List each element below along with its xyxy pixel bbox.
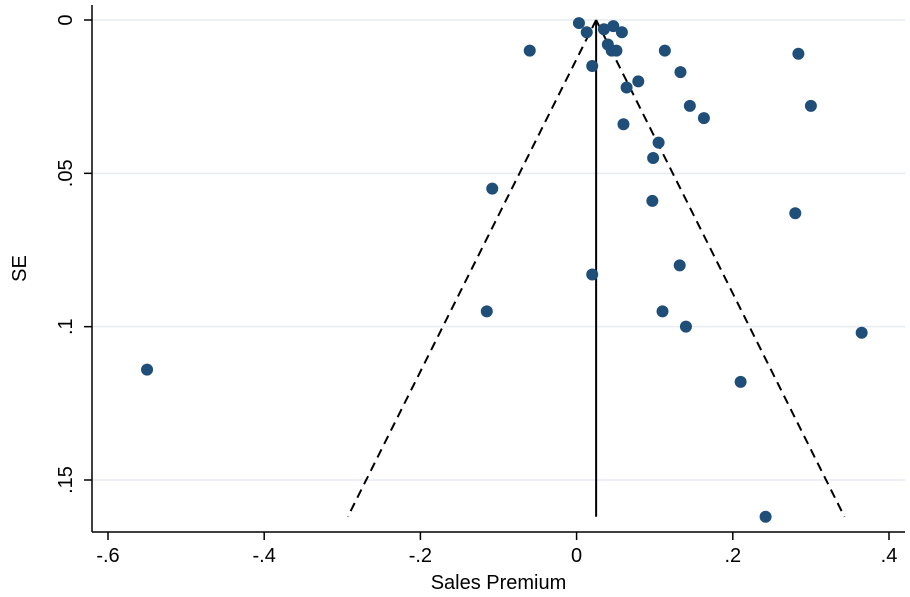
data-point-11 [586,60,598,72]
data-point-10 [792,48,804,60]
data-point-24 [674,259,686,271]
data-point-15 [684,100,696,112]
data-point-23 [789,207,801,219]
data-point-14 [621,81,633,93]
x-tick-label-0: -.6 [96,545,119,567]
data-point-25 [586,269,598,281]
data-point-20 [647,152,659,164]
data-point-19 [653,137,665,149]
x-tick-label-2: -.2 [409,545,432,567]
data-point-29 [856,327,868,339]
data-point-4 [616,26,628,38]
data-point-30 [141,364,153,376]
data-point-27 [657,305,669,317]
y-tick-label-3: .15 [55,466,77,494]
x-axis-title: Sales Premium [431,572,567,594]
data-point-31 [735,376,747,388]
data-point-16 [805,100,817,112]
x-tick-label-5: .4 [881,545,898,567]
y-tick-label-1: .05 [55,159,77,187]
y-tick-label-2: .1 [55,318,77,335]
data-point-28 [680,321,692,333]
data-point-13 [632,75,644,87]
data-point-9 [659,45,671,57]
data-point-32 [760,511,772,523]
x-tick-label-3: 0 [571,545,582,567]
data-point-18 [617,118,629,130]
data-point-26 [481,305,493,317]
data-point-12 [674,66,686,78]
y-tick-label-0: 0 [55,14,77,25]
y-axis-title: SE [9,255,31,282]
data-point-21 [486,183,498,195]
data-point-8 [524,45,536,57]
x-tick-label-1: -.4 [253,545,276,567]
data-point-22 [646,195,658,207]
data-point-0 [573,17,585,29]
data-point-17 [698,112,710,124]
x-tick-label-4: .2 [724,545,741,567]
data-point-7 [610,45,622,57]
data-point-1 [581,26,593,38]
